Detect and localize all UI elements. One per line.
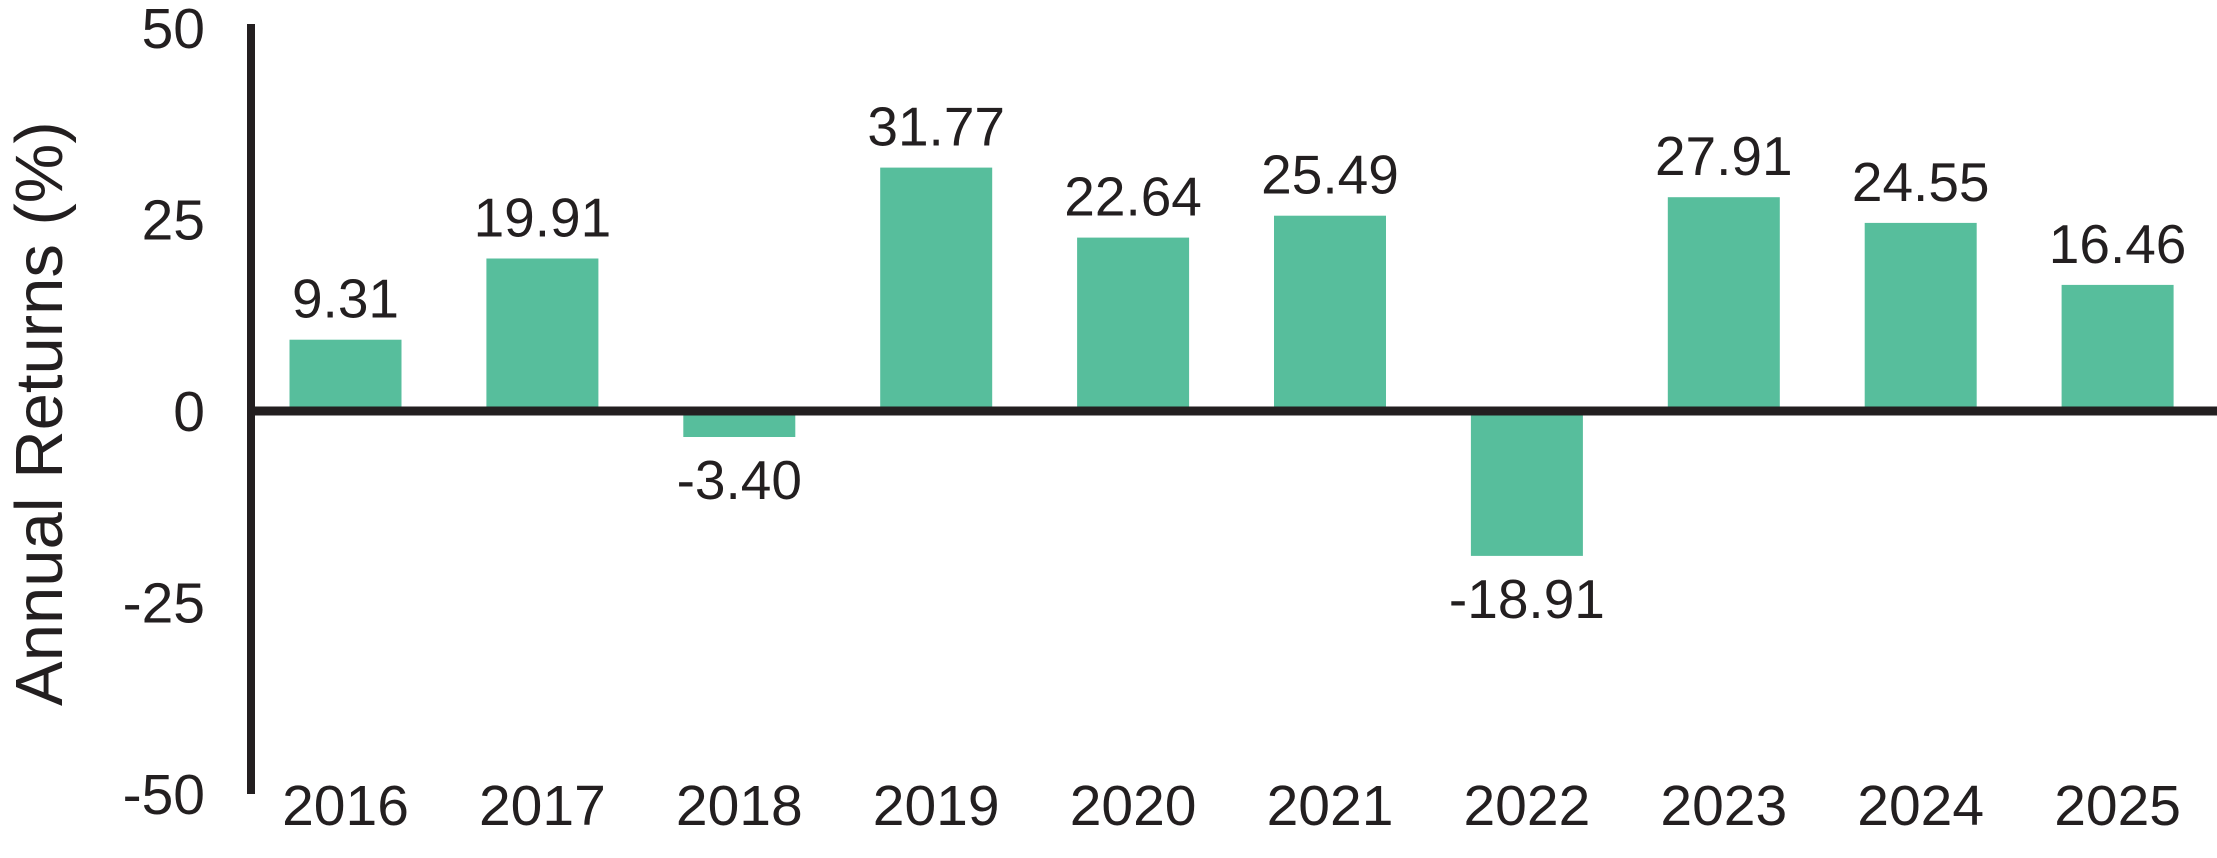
x-tick-label-2024: 2024 xyxy=(1857,774,1984,838)
value-label-2016: 9.31 xyxy=(292,268,399,330)
y-tick-label-25: 25 xyxy=(142,189,205,253)
value-label-2025: 16.46 xyxy=(2049,213,2187,275)
x-tick-label-2017: 2017 xyxy=(479,774,606,838)
y-tick-label-50: 50 xyxy=(142,0,205,61)
x-tick-label-2018: 2018 xyxy=(676,774,803,838)
x-tick-label-2025: 2025 xyxy=(2054,774,2181,838)
x-tick-label-2023: 2023 xyxy=(1660,774,1787,838)
value-label-2017: 19.91 xyxy=(474,187,612,249)
value-label-2020: 22.64 xyxy=(1064,166,1202,228)
y-tick-label--50: -50 xyxy=(123,763,205,827)
bar-2019 xyxy=(880,167,993,411)
y-tick-label-0: 0 xyxy=(173,380,205,444)
x-axis-zero-line xyxy=(247,406,2217,416)
x-tick-label-2016: 2016 xyxy=(282,774,409,838)
y-tick-label--25: -25 xyxy=(123,572,205,636)
bar-2021 xyxy=(1274,215,1386,411)
value-label-2022: -18.91 xyxy=(1449,568,1605,630)
x-tick-label-2019: 2019 xyxy=(873,774,1000,838)
bar-2024 xyxy=(1864,222,1977,411)
bar-2022 xyxy=(1470,411,1583,556)
x-tick-label-2021: 2021 xyxy=(1267,774,1394,838)
x-tick-label-2022: 2022 xyxy=(1463,774,1590,838)
y-axis-label: Annual Returns (%) xyxy=(2,121,77,706)
value-label-2019: 31.77 xyxy=(867,96,1005,158)
bar-2017 xyxy=(486,258,599,411)
bar-2016 xyxy=(289,339,402,411)
value-label-2024: 24.55 xyxy=(1852,151,1990,213)
value-label-2021: 25.49 xyxy=(1261,144,1399,206)
bar-2025 xyxy=(2061,284,2174,411)
bar-2020 xyxy=(1077,237,1190,411)
bar-2023 xyxy=(1667,197,1780,411)
x-tick-label-2020: 2020 xyxy=(1070,774,1197,838)
value-label-2023: 27.91 xyxy=(1655,125,1793,187)
value-label-2018: -3.40 xyxy=(677,449,802,511)
